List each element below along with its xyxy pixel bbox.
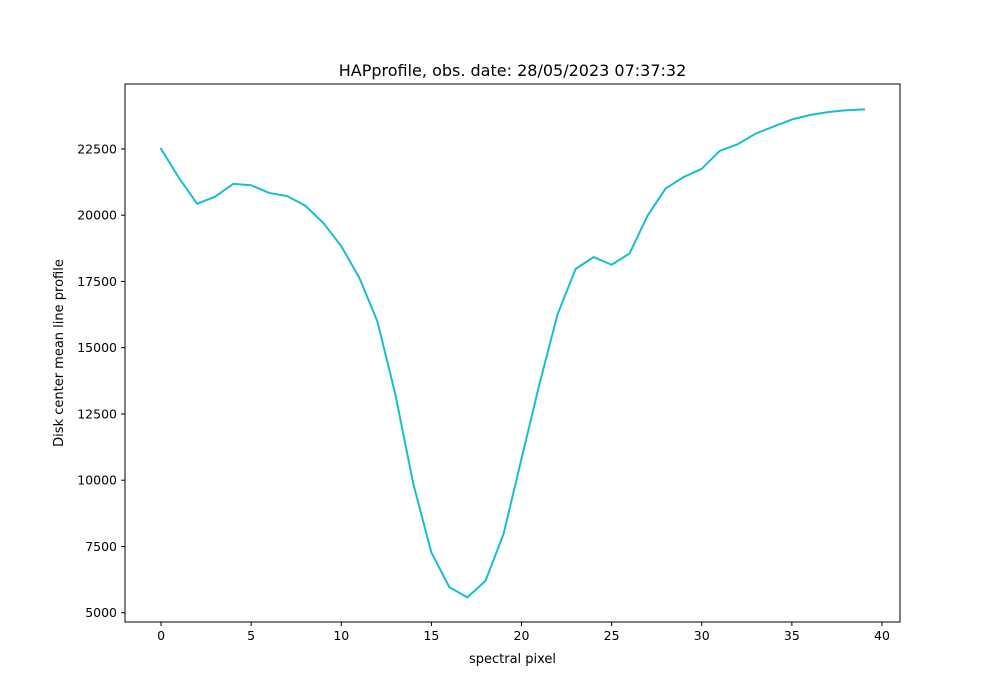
y-tick-label: 10000	[77, 473, 117, 488]
plot-area	[125, 84, 900, 622]
x-tick-label: 30	[694, 628, 710, 643]
ticks: 0 5 10 15 20 25 30 35 40 5000 7500 10000 12500 15000 1…	[77, 141, 890, 643]
x-tick-label: 20	[514, 628, 530, 643]
x-tick-label: 40	[874, 628, 890, 643]
x-tick-label: 35	[784, 628, 800, 643]
series-layer	[159, 108, 865, 599]
plot-frame	[124, 83, 901, 623]
y-tick-label: 15000	[77, 340, 117, 355]
y-axis-label: Disk center mean line profile	[52, 259, 67, 447]
series-line	[159, 108, 865, 599]
x-tick-label: 0	[157, 628, 165, 643]
y-tick-label: 12500	[77, 406, 117, 421]
y-tick-label: 7500	[85, 539, 117, 554]
chart-title: HAPprofile, obs. date: 28/05/2023 07:37:…	[339, 61, 687, 80]
y-tick-label: 22500	[77, 141, 117, 156]
y-tick-label: 5000	[85, 605, 117, 620]
x-axis-label: spectral pixel	[469, 652, 556, 667]
x-tick-label: 15	[423, 628, 439, 643]
y-tick-label: 17500	[77, 274, 117, 289]
x-tick-label: 25	[604, 628, 620, 643]
x-tick-label: 10	[333, 628, 349, 643]
x-tick-label: 5	[247, 628, 255, 643]
y-tick-label: 20000	[77, 208, 117, 223]
